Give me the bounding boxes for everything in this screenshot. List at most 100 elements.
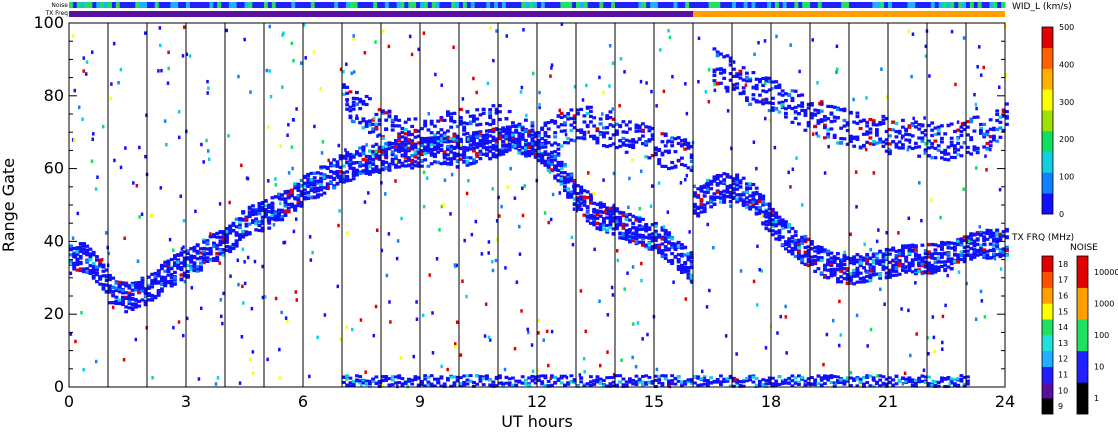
- data-cell: [764, 384, 769, 388]
- data-cell: [455, 141, 460, 145]
- data-cell: [985, 168, 988, 172]
- data-cell: [826, 104, 831, 109]
- data-cell: [153, 280, 158, 285]
- data-cell: [267, 205, 272, 209]
- data-cell: [325, 182, 330, 186]
- data-cell: [114, 286, 119, 290]
- data-cell: [818, 101, 821, 106]
- data-cell: [966, 120, 970, 124]
- data-cell: [166, 259, 171, 264]
- data-cell: [205, 241, 210, 245]
- data-cell: [829, 374, 834, 378]
- data-cell: [800, 377, 805, 381]
- data-cell: [1001, 229, 1006, 234]
- data-cell: [663, 149, 668, 153]
- data-cell: [725, 189, 730, 194]
- data-cell: [494, 139, 499, 143]
- data-cell: [985, 129, 990, 133]
- data-cell: [520, 309, 523, 313]
- data-cell: [650, 381, 655, 385]
- data-cell: [995, 127, 1000, 131]
- data-cell: [410, 144, 415, 148]
- data-cell: [416, 150, 421, 154]
- data-cell: [657, 233, 662, 237]
- data-cell: [767, 216, 772, 220]
- data-cell: [832, 273, 837, 277]
- data-cell: [754, 199, 759, 203]
- data-cell: [559, 160, 564, 164]
- data-cell: [962, 253, 967, 258]
- data-cell: [218, 239, 223, 243]
- data-cell: [431, 311, 434, 315]
- data-cell: [598, 122, 603, 126]
- data-cell: [914, 248, 918, 252]
- data-cell: [260, 206, 265, 210]
- data-cell: [631, 214, 636, 218]
- data-cell: [979, 230, 983, 234]
- data-cell: [501, 134, 506, 138]
- data-cell: [771, 224, 775, 229]
- noise-bar-cell: [595, 2, 600, 8]
- data-cell: [199, 268, 203, 272]
- data-cell: [845, 142, 850, 146]
- data-cell: [608, 215, 613, 219]
- data-cell: [865, 261, 870, 265]
- data-cell: [553, 119, 558, 124]
- data-cell: [680, 268, 684, 272]
- data-cell: [956, 148, 961, 152]
- data-cell: [158, 26, 162, 30]
- data-cell: [966, 253, 970, 257]
- data-cell: [137, 299, 142, 303]
- data-cell: [862, 118, 866, 122]
- data-cell: [798, 69, 801, 74]
- data-cell: [260, 219, 265, 223]
- data-cell: [855, 384, 860, 388]
- data-cell: [949, 122, 954, 126]
- data-cell: [751, 93, 756, 97]
- data-cell: [832, 384, 837, 388]
- data-cell: [969, 234, 974, 238]
- data-cell: [608, 136, 613, 141]
- data-cell: [685, 111, 689, 116]
- data-cell: [923, 260, 928, 264]
- data-cell: [124, 296, 129, 300]
- data-cell: [167, 50, 170, 55]
- data-cell: [189, 247, 194, 251]
- data-cell: [228, 224, 233, 228]
- data-cell: [234, 231, 239, 235]
- data-cell: [686, 141, 691, 145]
- data-cell: [959, 145, 964, 149]
- data-cell: [407, 377, 411, 381]
- noise-bar-cell: [611, 2, 616, 8]
- data-cell: [966, 379, 970, 383]
- noise-bar-cell: [669, 2, 674, 8]
- data-cell: [894, 142, 899, 146]
- data-cell: [686, 254, 691, 259]
- data-cell: [722, 68, 727, 72]
- data-cell: [706, 181, 710, 185]
- data-cell: [910, 380, 915, 384]
- data-cell: [286, 210, 291, 214]
- data-cell: [416, 383, 421, 387]
- data-cell: [582, 130, 587, 134]
- data-cell: [897, 131, 902, 135]
- data-cell: [332, 184, 337, 188]
- data-cell: [907, 252, 912, 256]
- data-cell: [719, 81, 723, 85]
- noise-bar-cell: [782, 2, 788, 8]
- data-cell: [858, 119, 863, 123]
- data-cell: [735, 378, 740, 382]
- data-cell: [150, 281, 155, 286]
- data-cell: [472, 140, 476, 144]
- data-cell: [436, 142, 441, 146]
- data-cell: [592, 223, 597, 227]
- data-cell: [85, 259, 90, 263]
- data-cell: [270, 206, 275, 210]
- data-cell: [338, 176, 343, 181]
- data-cell: [364, 168, 369, 172]
- data-cell: [449, 117, 454, 121]
- data-cell: [98, 262, 103, 266]
- data-cell: [628, 228, 632, 232]
- data-cell: [748, 205, 753, 209]
- data-cell: [803, 262, 808, 267]
